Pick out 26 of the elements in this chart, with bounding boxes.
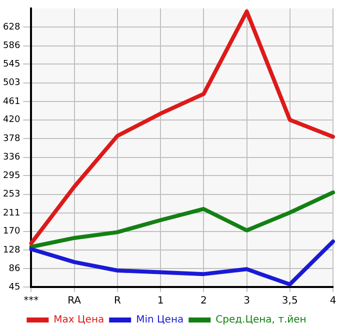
x-tick-label: 3,5	[282, 296, 298, 307]
x-tick-label: R	[114, 296, 121, 307]
y-tick-label: 336	[2, 152, 20, 163]
y-tick-label: 128	[2, 245, 20, 256]
y-tick-label: 461	[2, 96, 20, 107]
y-tick-label: 170	[2, 226, 20, 237]
y-tick-label: 45	[8, 282, 20, 292]
legend-label: Min Цена	[136, 314, 184, 326]
y-tick-label: 86	[8, 264, 20, 274]
x-tick-label: 4	[330, 296, 336, 307]
x-tick-label: ***	[24, 296, 39, 307]
x-tick-label: 3	[244, 296, 250, 307]
y-tick-label: 378	[2, 134, 20, 144]
y-tick-label: 503	[2, 78, 20, 88]
y-tick-label: 211	[2, 208, 20, 218]
y-tick-label: 420	[2, 115, 20, 126]
y-tick-label: 545	[2, 59, 20, 70]
x-tick-label: RA	[68, 296, 82, 307]
legend-label: Сред.Цена, т.йен	[216, 314, 306, 326]
y-tick-label: 628	[2, 22, 20, 32]
x-tick-label: 1	[157, 296, 164, 307]
y-tick-label: 253	[2, 190, 20, 200]
legend-label: Max Цена	[54, 314, 104, 326]
y-tick-label: 295	[2, 170, 20, 181]
x-tick-label: 2	[200, 296, 207, 307]
y-tick-label: 586	[2, 41, 20, 52]
